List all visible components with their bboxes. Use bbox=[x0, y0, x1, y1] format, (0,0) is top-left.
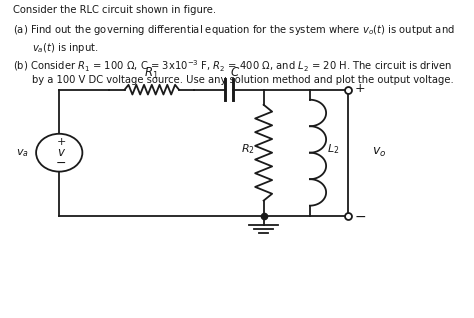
Text: $v_a$: $v_a$ bbox=[16, 147, 28, 159]
Text: $v_a(t)$ is input.: $v_a(t)$ is input. bbox=[32, 41, 99, 55]
Text: (a) Find out the governing differential equation for the system where $v_o(t)$ i: (a) Find out the governing differential … bbox=[13, 24, 455, 38]
Text: $L_2$: $L_2$ bbox=[327, 143, 339, 156]
Text: −: − bbox=[354, 210, 366, 224]
Text: by a 100 V DC voltage source. Use any solution method and plot the output voltag: by a 100 V DC voltage source. Use any so… bbox=[32, 75, 454, 86]
Text: −: − bbox=[56, 156, 66, 169]
Text: +: + bbox=[56, 137, 66, 147]
Text: $v_o$: $v_o$ bbox=[372, 146, 386, 159]
Text: +: + bbox=[354, 82, 365, 94]
Text: $R_2$: $R_2$ bbox=[241, 143, 255, 156]
Text: $v$: $v$ bbox=[56, 146, 66, 159]
Text: $R_1$: $R_1$ bbox=[145, 66, 159, 81]
Text: (b) Consider $R_1$ = 100 $\Omega$, C = 3x10$^{-3}$ F, $R_2$ = 400 $\Omega$, and : (b) Consider $R_1$ = 100 $\Omega$, C = 3… bbox=[13, 58, 452, 73]
Text: Consider the RLC circuit shown in figure.: Consider the RLC circuit shown in figure… bbox=[13, 4, 216, 15]
Text: $C$: $C$ bbox=[229, 66, 240, 79]
